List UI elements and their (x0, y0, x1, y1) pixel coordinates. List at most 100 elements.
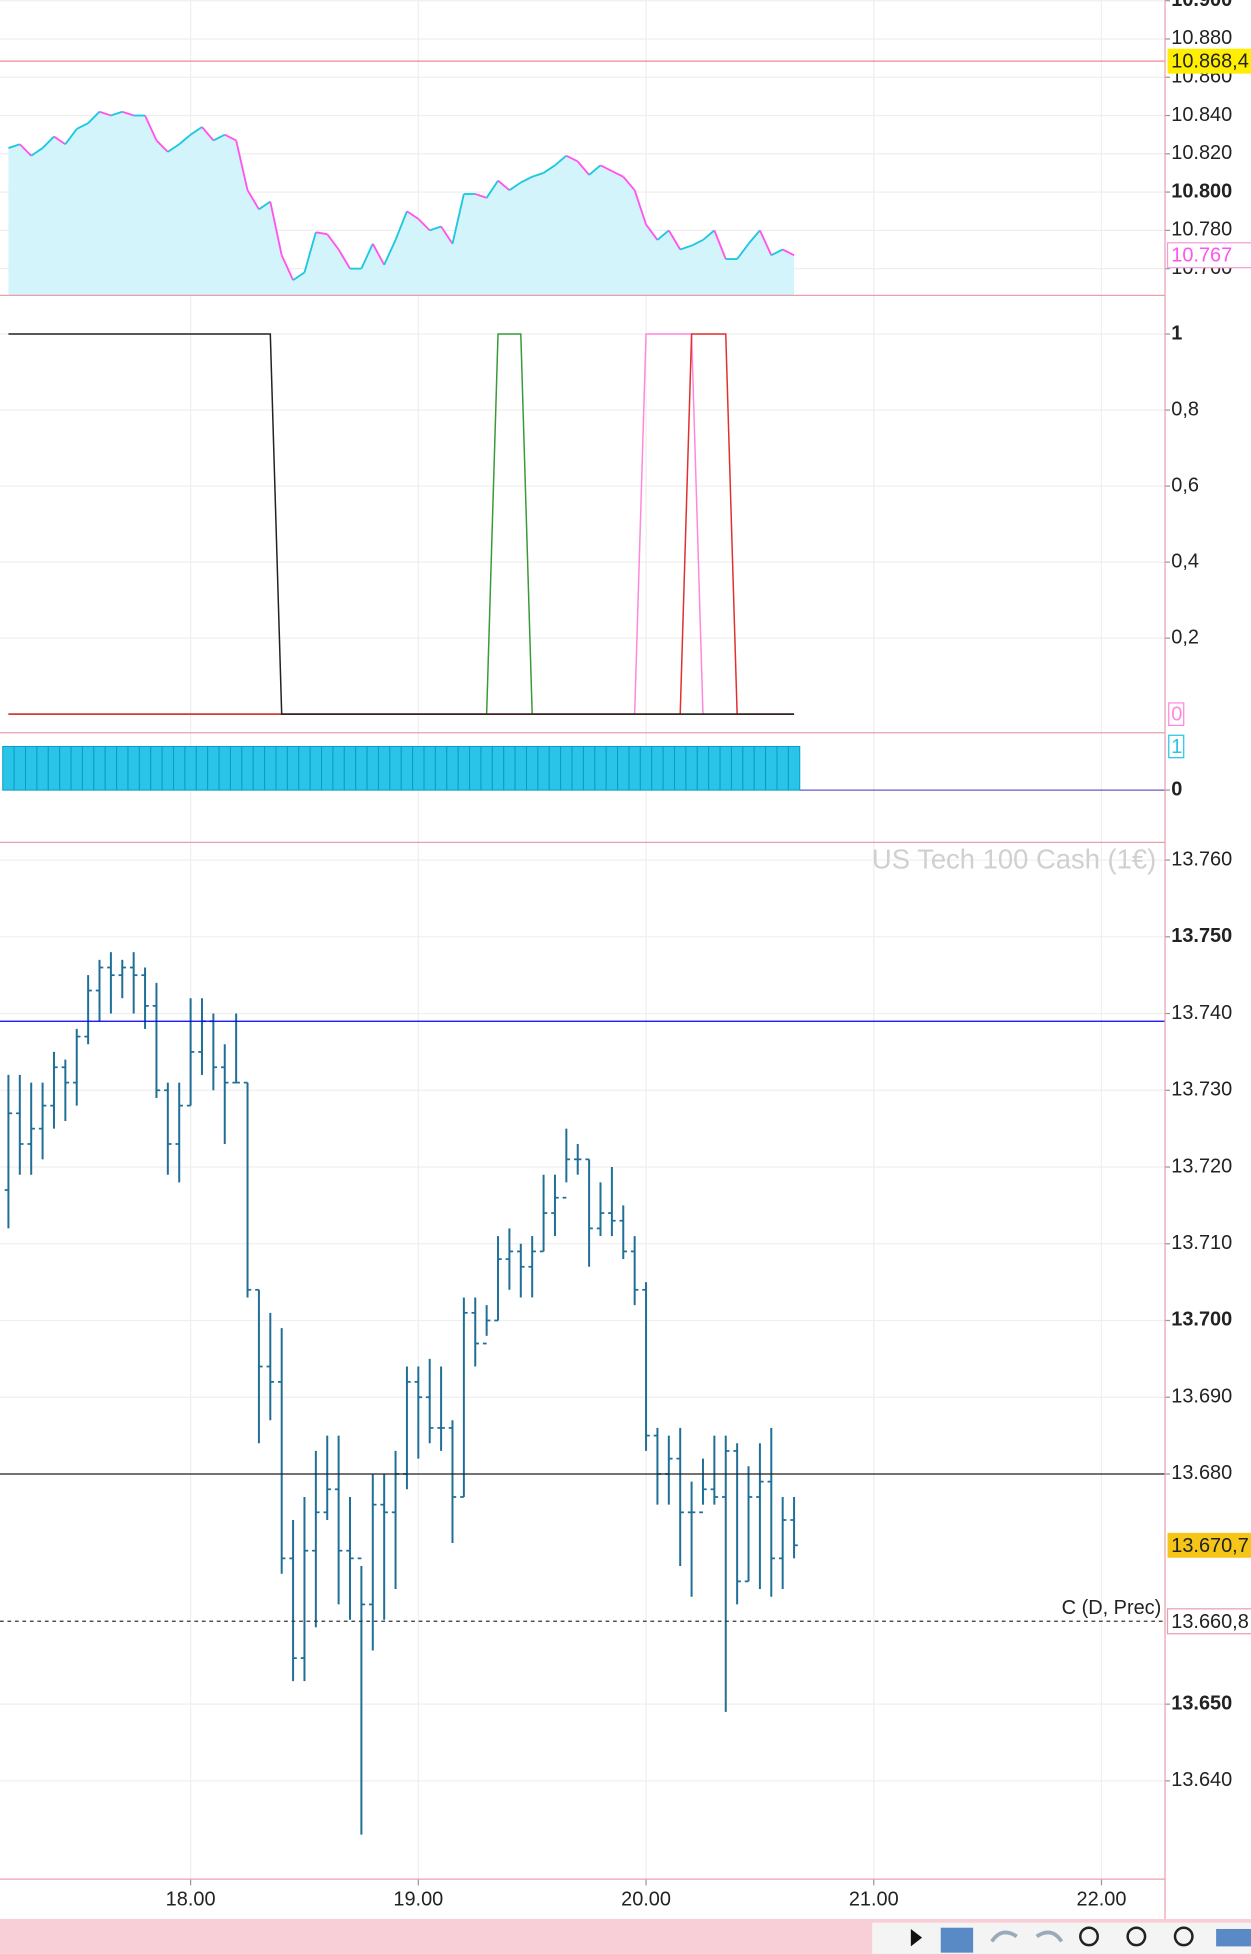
last-value-label: 1 (1171, 736, 1182, 758)
line-segment (64, 128, 78, 145)
y-tick-label: 10.800 (1171, 180, 1232, 202)
reference-label-box (1166, 1608, 1251, 1635)
zoom-in-button[interactable] (1173, 1926, 1194, 1947)
line-segment (41, 135, 55, 149)
line-segment (747, 229, 761, 245)
histogram-bar (753, 745, 767, 791)
histogram-bar (252, 745, 266, 791)
line-segment (326, 233, 340, 251)
histogram-bar (229, 745, 243, 791)
last-value-label-box (1166, 242, 1251, 269)
y-tick-label: 1 (1171, 322, 1182, 344)
y-tick-label: 13.760 (1171, 848, 1232, 870)
histogram-bar (377, 745, 391, 791)
y-tick-label: 13.700 (1171, 1309, 1232, 1331)
line-segment (759, 229, 773, 256)
histogram-bar (514, 745, 527, 791)
histogram-bar (446, 745, 459, 791)
histogram-bar (275, 745, 288, 791)
line-segment (417, 218, 431, 232)
histogram-bar (298, 745, 311, 791)
histogram-bar (708, 745, 721, 791)
line-segment (371, 243, 385, 266)
calendar-button[interactable] (940, 1927, 974, 1953)
line-segment (394, 210, 408, 241)
last-value-label: 10.767 (1171, 245, 1232, 267)
histogram-bar (161, 745, 175, 791)
y-tick-label: 10.840 (1171, 104, 1232, 126)
histogram-bar (241, 745, 254, 791)
histogram-bar (548, 745, 562, 791)
line-segment (8, 143, 21, 149)
histogram-bar (491, 745, 505, 791)
y-tick-label: 0,2 (1171, 626, 1199, 648)
y-tick-label: 13.730 (1171, 1079, 1232, 1101)
histogram-bar (400, 745, 414, 791)
x-tick-label: 19.00 (393, 1889, 443, 1911)
histogram-bar (93, 745, 106, 791)
histogram-bar (412, 745, 425, 791)
histogram-bar (13, 745, 27, 791)
signal-line (8, 333, 795, 715)
histogram-bar (696, 745, 710, 791)
histogram-bar (355, 745, 368, 791)
reference-label: 13.660,8 (1171, 1611, 1249, 1633)
settings-button[interactable] (1216, 1928, 1251, 1947)
toolbar (0, 1918, 1251, 1954)
histogram-bar (332, 745, 345, 791)
line-segment (520, 175, 533, 184)
histogram-bar (480, 745, 493, 791)
x-tick-label: 22.00 (1077, 1889, 1127, 1911)
histogram-bar (81, 745, 95, 791)
line-segment (383, 239, 397, 266)
line-segment (19, 143, 32, 157)
histogram-bar (594, 745, 607, 791)
y-tick-label: 13.690 (1171, 1385, 1232, 1407)
line-segment (201, 126, 215, 142)
line-segment (406, 210, 419, 220)
histogram-bar (207, 745, 220, 791)
plot-layer: 18.0019.0020.0021.0022.0010.90010.88010.… (0, 0, 1251, 1911)
x-tick-label: 21.00 (849, 1889, 899, 1911)
line-segment (190, 126, 203, 136)
line-segment (554, 155, 567, 167)
y-tick-label: 13.740 (1171, 1002, 1232, 1024)
reference-label: 10.868,4 (1171, 51, 1249, 73)
histogram-bar (582, 745, 596, 791)
histogram-bar (138, 745, 152, 791)
histogram-bar (742, 745, 755, 791)
redo-button[interactable] (1035, 1930, 1064, 1943)
line-segment (474, 193, 487, 199)
undo-button[interactable] (990, 1930, 1018, 1943)
histogram-bar (651, 745, 664, 791)
line-segment (485, 180, 499, 199)
histogram-bar (765, 745, 778, 791)
histogram-bar (674, 745, 687, 791)
histogram-bar (218, 745, 231, 791)
line-segment (497, 179, 511, 191)
zoom-fit-button[interactable] (1079, 1926, 1099, 1947)
histogram-bar (617, 745, 630, 791)
histogram-bar (503, 745, 516, 791)
area-fill (8, 111, 795, 296)
line-segment (76, 122, 89, 130)
line-segment (668, 229, 682, 250)
line-segment (543, 164, 556, 174)
y-tick-label: 0,4 (1171, 550, 1199, 572)
zoom-out-button[interactable] (1126, 1926, 1147, 1947)
line-segment (679, 244, 692, 251)
last-value-label-box (1168, 702, 1185, 726)
histogram-bar (321, 745, 334, 791)
y-tick-label: 10.880 (1171, 27, 1232, 49)
line-segment (645, 224, 659, 241)
x-tick-label: 20.00 (621, 1889, 671, 1911)
histogram-bar (70, 745, 83, 791)
y-tick-label: 0,8 (1171, 398, 1199, 420)
instrument-title: US Tech 100 Cash (1€) (872, 843, 1156, 874)
play-button[interactable] (910, 1928, 923, 1947)
line-segment (633, 189, 647, 225)
histogram-bar (389, 745, 402, 791)
histogram-bar (127, 745, 140, 791)
line-segment (622, 176, 636, 191)
